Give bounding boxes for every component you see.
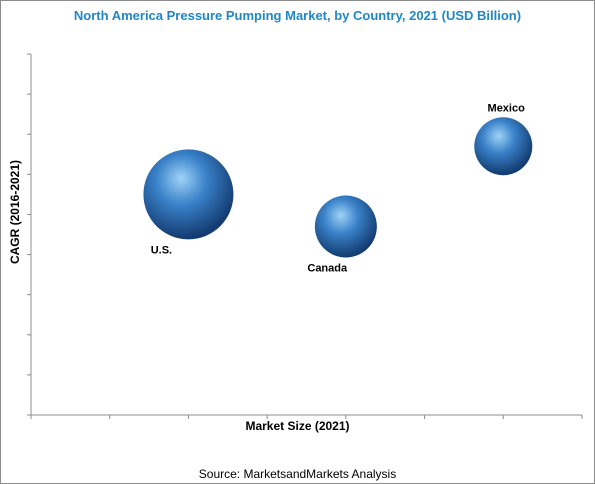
bubble-mexico — [474, 117, 533, 176]
bubble-label: Mexico — [488, 102, 526, 114]
chart-title: North America Pressure Pumping Market, b… — [73, 8, 522, 23]
bubble-label: U.S. — [151, 244, 172, 256]
axes — [27, 53, 583, 419]
source-note: Source: MarketsandMarkets Analysis — [198, 467, 397, 481]
bubble-label: Canada — [307, 262, 348, 274]
bubble-u-s — [143, 149, 234, 240]
bubble-canada — [314, 195, 377, 258]
bubble-labels: U.S. Canada Mexico — [151, 102, 525, 274]
x-axis-label: Market Size (2021) — [245, 419, 350, 433]
bubbles — [143, 117, 533, 258]
